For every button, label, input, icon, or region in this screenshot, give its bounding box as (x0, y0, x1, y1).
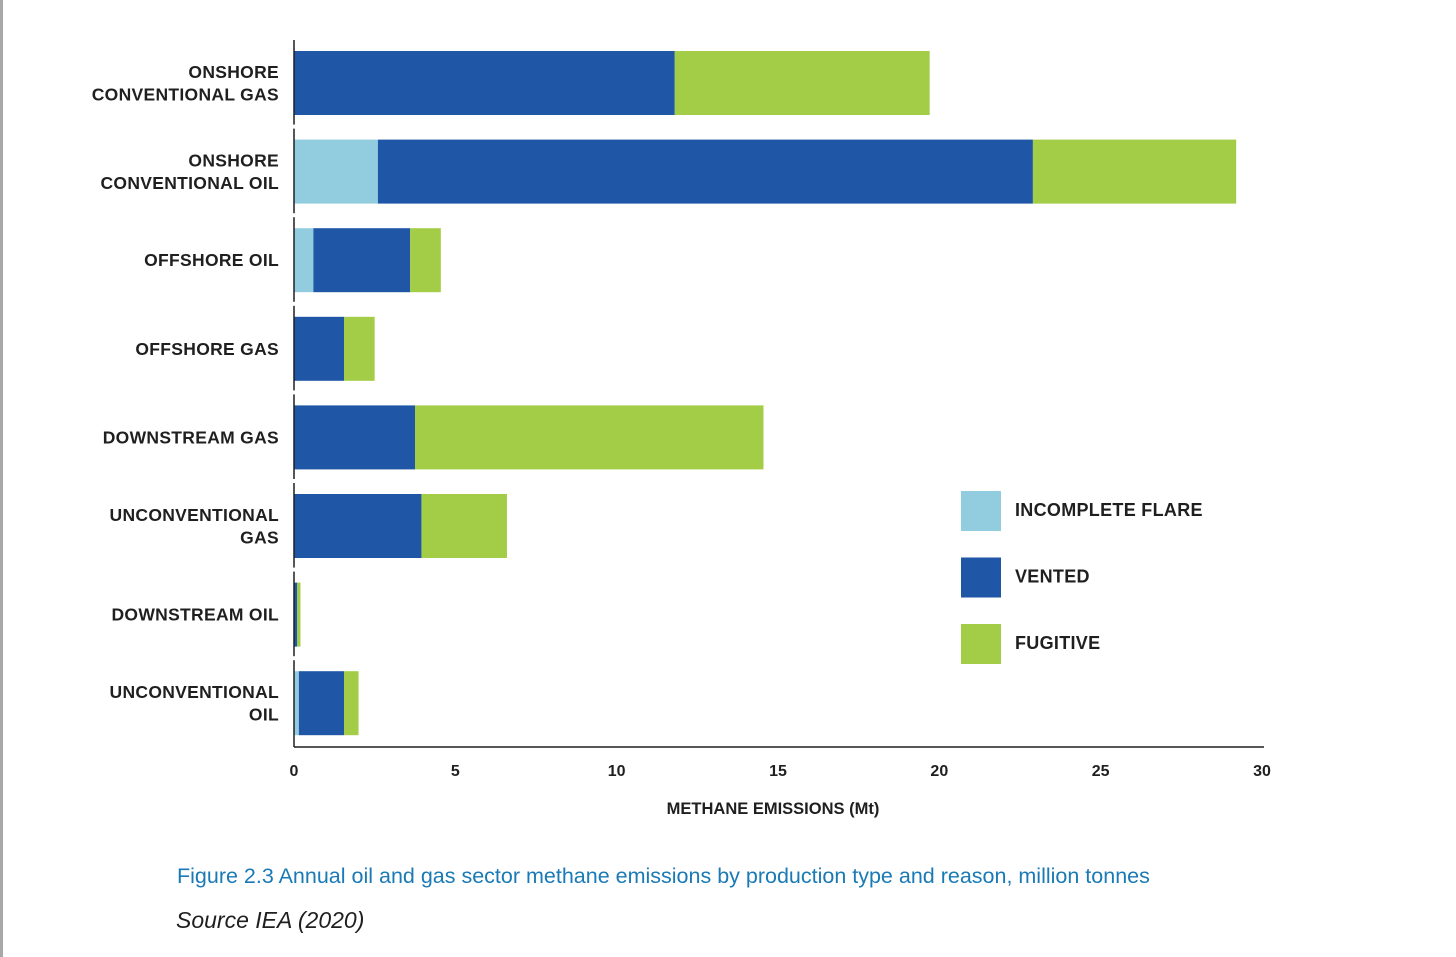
bar-downstream-gas-fugitive (415, 405, 764, 470)
x-tick-label: 25 (1092, 763, 1110, 780)
x-tick-label: 10 (608, 763, 626, 780)
category-label: ONSHORE (188, 150, 279, 170)
figure-caption: Figure 2.3 Annual oil and gas sector met… (177, 864, 1150, 888)
category-label: GAS (240, 527, 279, 547)
x-tick-labels: 0 5 10 15 20 25 30 (290, 763, 1271, 780)
page-edge-rule (0, 0, 3, 957)
bars-layer (294, 51, 1237, 736)
category-label: ONSHORE (188, 62, 279, 82)
legend-label-fugitive: FUGITIVE (1015, 633, 1100, 653)
x-tick-label: 30 (1253, 763, 1271, 780)
bar-offshore-oil-vented (313, 228, 411, 293)
category-label: UNCONVENTIONAL (110, 505, 279, 525)
bar-downstream-gas-vented (294, 405, 415, 470)
category-label: OFFSHORE GAS (135, 339, 279, 359)
category-label: OFFSHORE OIL (144, 250, 279, 270)
x-tick-label: 5 (451, 763, 460, 780)
bar-onshore-conventional-oil-vented (377, 139, 1033, 204)
legend-swatch-incomplete-flare (961, 491, 1001, 531)
bar-unconventional-oil-incomplete-flare (294, 671, 299, 736)
bar-downstream-oil-vented (294, 582, 298, 647)
category-label: CONVENTIONAL GAS (92, 84, 279, 104)
bar-onshore-conventional-oil-incomplete-flare (294, 139, 378, 204)
legend-swatch-fugitive (961, 624, 1001, 664)
x-tick-label: 15 (769, 763, 787, 780)
bar-unconventional-gas-fugitive (421, 494, 507, 558)
source-note: Source IEA (2020) (176, 907, 365, 933)
bar-unconventional-oil-vented (298, 671, 345, 736)
legend-label-incomplete-flare: INCOMPLETE FLARE (1015, 500, 1203, 520)
bar-onshore-conventional-oil-fugitive (1032, 139, 1237, 204)
category-label: OIL (249, 704, 279, 724)
legend-swatch-vented (961, 557, 1001, 598)
bar-offshore-oil-fugitive (410, 228, 441, 293)
x-tick-label: 20 (930, 763, 948, 780)
legend-label-vented: VENTED (1015, 567, 1090, 587)
category-label: DOWNSTREAM GAS (103, 427, 279, 447)
bar-onshore-conventional-gas-fugitive (674, 51, 930, 115)
bar-offshore-gas-vented (294, 316, 345, 381)
bar-downstream-oil-fugitive (297, 582, 301, 647)
bar-onshore-conventional-gas-vented (294, 51, 675, 115)
bar-unconventional-gas-vented (294, 494, 422, 558)
bar-offshore-oil-incomplete-flare (294, 228, 314, 293)
chart-axes (293, 40, 1264, 748)
x-axis-title: METHANE EMISSIONS (Mt) (667, 800, 880, 818)
bar-unconventional-oil-fugitive (344, 671, 359, 736)
category-label: CONVENTIONAL OIL (100, 173, 279, 193)
legend: INCOMPLETE FLARE VENTED FUGITIVE (961, 491, 1203, 664)
x-tick-label: 0 (290, 763, 299, 780)
bar-offshore-gas-fugitive (344, 316, 375, 381)
category-label: UNCONVENTIONAL (110, 682, 279, 702)
category-label: DOWNSTREAM OIL (111, 605, 279, 625)
